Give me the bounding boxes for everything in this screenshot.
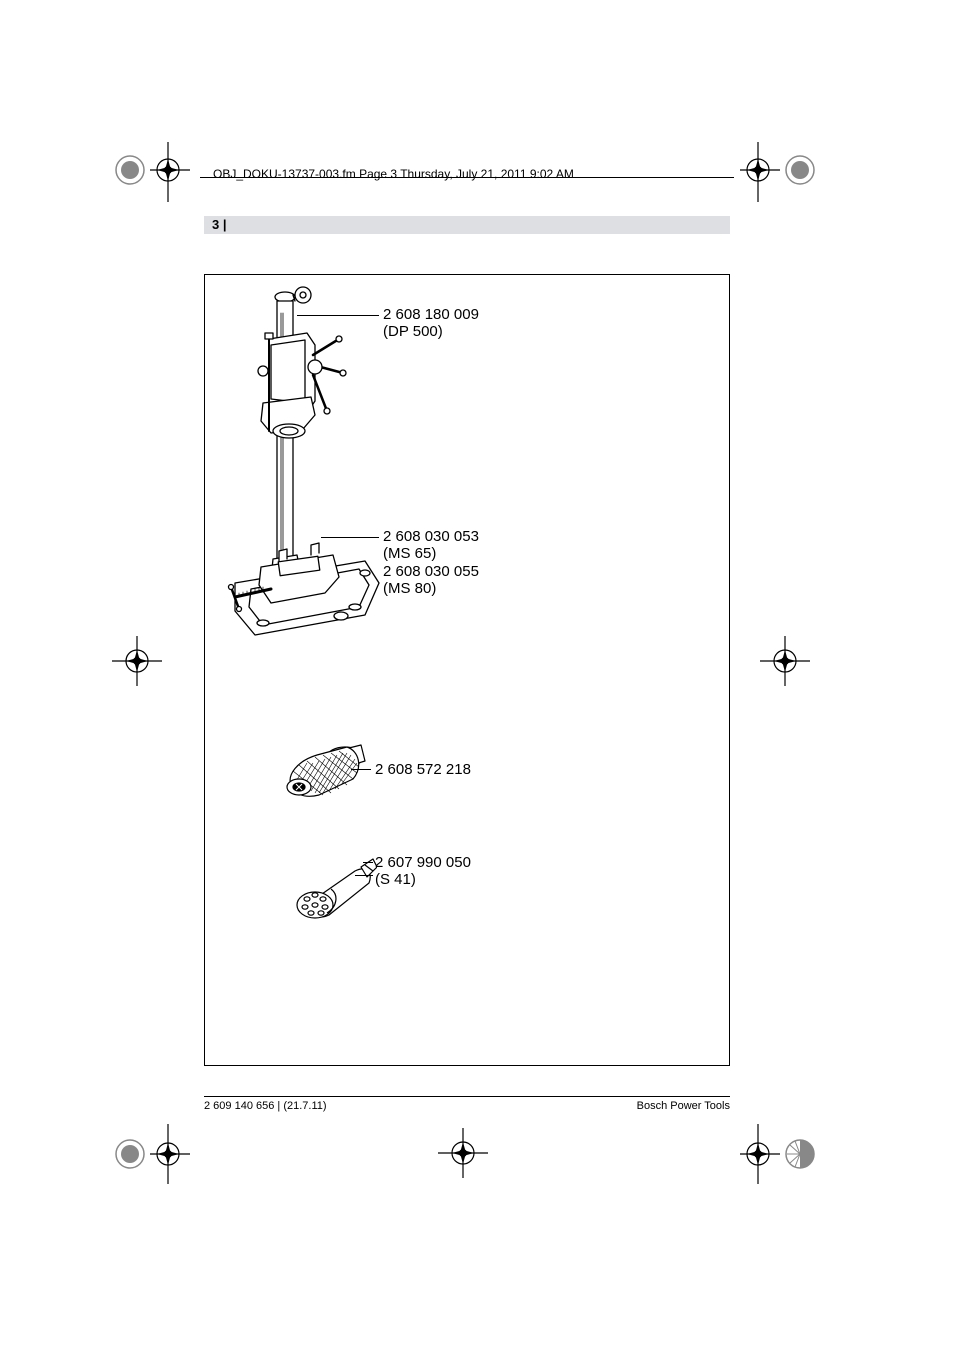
reg-mark-bottom-right [740,1118,800,1178]
reg-mark-left-mid [112,636,162,686]
footer-rule [204,1096,730,1097]
drill-stand-illustration [215,283,395,643]
footer-left: 2 609 140 656 | (21.7.11) [204,1100,327,1112]
leader-chuck [351,769,371,770]
sharpener-model: (S 41) [375,871,471,888]
leader-drill-stand [297,315,379,316]
label-chuck: 2 608 572 218 [375,761,471,778]
footer-right: Bosch Power Tools [637,1100,730,1112]
vise-partno-1: 2 608 030 053 [383,528,479,545]
illustration-frame: 2 608 180 009 (DP 500) 2 608 030 053 (MS… [204,274,730,1066]
vise-partno-2: 2 608 030 055 [383,563,479,580]
page-number: 3 | [212,217,226,232]
label-vise: 2 608 030 053 (MS 65) 2 608 030 055 (MS … [383,528,479,597]
sharpener-illustration [277,845,377,925]
reg-mark-top-right [740,142,800,202]
page-number-bar: 3 | [204,216,730,234]
reg-mark-top-left [130,142,190,202]
reg-mark-bottom-left [130,1118,190,1178]
leader-sharpener-2 [355,875,373,876]
label-sharpener: 2 607 990 050 (S 41) [375,854,471,889]
chuck-illustration [273,733,373,813]
reg-mark-bottom-mid [438,1128,488,1178]
drill-stand-model: (DP 500) [383,323,479,340]
sharpener-partno: 2 607 990 050 [375,854,471,871]
reg-mark-right-mid [760,636,810,686]
drill-stand-partno: 2 608 180 009 [383,306,479,323]
vise-model-1: (MS 65) [383,545,479,562]
label-drill-stand: 2 608 180 009 (DP 500) [383,306,479,341]
leader-vise [321,537,379,538]
vise-model-2: (MS 80) [383,580,479,597]
crop-header: OBJ_DOKU-13737-003.fm Page 3 Thursday, J… [213,167,574,181]
chuck-partno: 2 608 572 218 [375,761,471,778]
leader-sharpener-1 [363,862,373,863]
